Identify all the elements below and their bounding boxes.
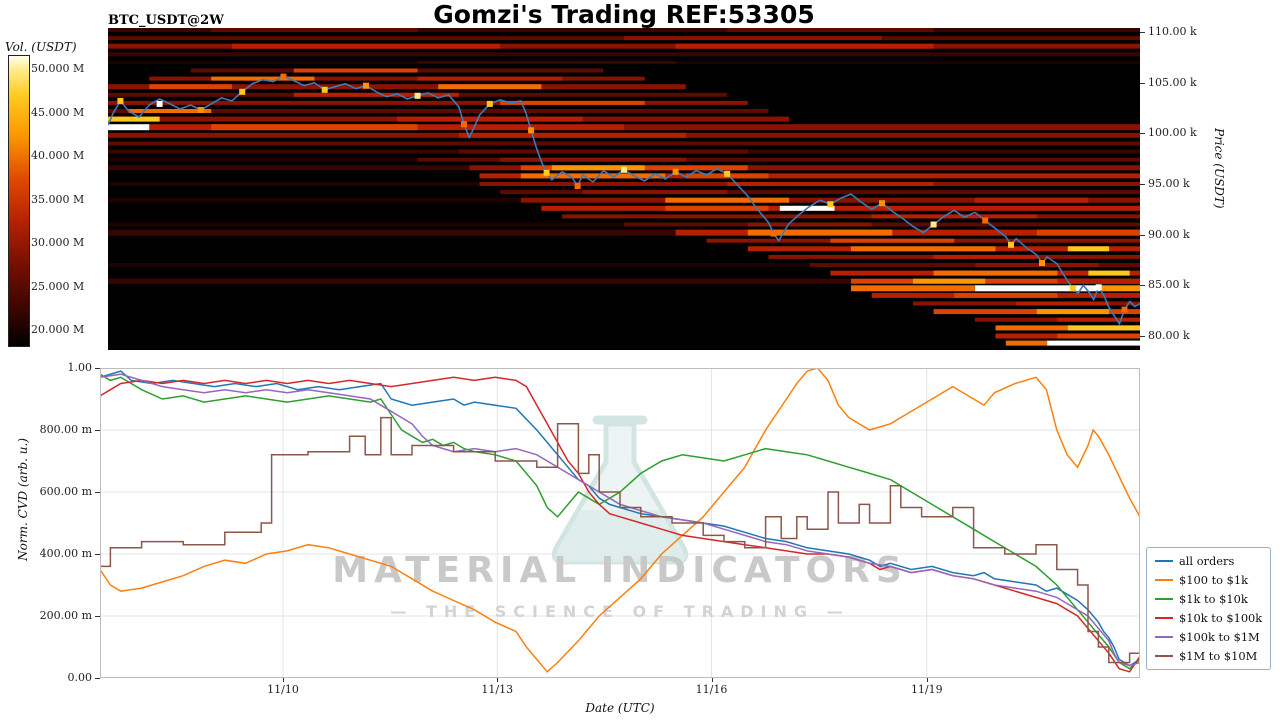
legend-item: $100 to $1k [1155,573,1262,587]
cvd-tick-mark [95,368,100,369]
colorbar-tick-label: 45.000 M [31,105,85,119]
legend-item: $1M to $10M [1155,649,1262,663]
price-tick-label: 80.00 k [1148,328,1190,342]
colorbar-title: Vol. (USDT) [5,40,77,54]
svg-text:MATERIAL INDICATORS: MATERIAL INDICATORS [332,550,908,591]
date-tick-label: 11/16 [695,683,728,696]
cvd-axis-title: Norm. CVD (arb. u.) [16,438,30,561]
date-tick-mark [283,678,285,682]
price-tick-label: 90.00 k [1148,227,1190,241]
legend-line-swatch [1155,636,1173,638]
price-tick-label: 110.00 k [1148,25,1197,38]
cvd-canvas: MATERIAL INDICATORS — THE SCIENCE OF TRAD… [100,368,1140,678]
cvd-tick-label: 0.00 [67,671,93,684]
colorbar-tick-label: 20.000 M [31,323,85,336]
cvd-tick-label: 800.00 m [39,423,92,436]
legend-label: $1M to $10M [1179,649,1258,663]
legend-item: $100k to $1M [1155,630,1262,644]
legend-label: $100k to $1M [1179,630,1260,644]
price-tick-mark [1140,32,1145,33]
price-axis-title: Price (USDT) [1212,128,1226,209]
cvd-tick-mark [95,616,100,617]
price-tick-mark [1140,335,1145,337]
date-tick-label: 11/13 [481,683,514,696]
cvd-tick-mark [95,678,100,679]
legend-line-swatch [1155,617,1173,619]
svg-text:— THE SCIENCE OF TRADING —: — THE SCIENCE OF TRADING — [390,602,849,621]
cvd-tick-mark [95,492,100,493]
colorbar-tick-label: 35.000 M [31,192,85,206]
cvd-tick-mark [95,430,100,431]
price-tick-mark [1140,183,1145,185]
legend-line-swatch [1155,560,1173,562]
legend-label: $100 to $1k [1179,573,1249,587]
date-tick-mark [497,678,499,682]
date-axis-title: Date (UTC) [585,701,655,715]
legend-line-swatch [1155,655,1173,657]
cvd-tick-label: 1.00 [67,361,93,374]
date-tick-mark [926,678,928,682]
price-tick-mark [1140,234,1145,236]
legend-line-swatch [1155,598,1173,600]
date-tick-label: 11/19 [910,683,943,696]
price-tick-label: 85.00 k [1148,278,1190,292]
price-tick-mark [1140,133,1145,135]
legend-label: $1k to $10k [1179,592,1248,606]
cvd-tick-label: 600.00 m [39,485,92,498]
legend-label: all orders [1179,554,1235,568]
legend-item: $10k to $100k [1155,611,1262,625]
symbol-label: BTC_USDT@2W [108,13,224,28]
legend: all orders $100 to $1k $1k to $10k $10k to … [1146,547,1272,670]
legend-label: $10k to $100k [1179,611,1263,625]
date-tick-label: 11/10 [267,683,299,696]
colorbar-tick-label: 25.000 M [31,279,85,293]
legend-item: all orders [1155,554,1262,568]
cvd-tick-label: 400.00 m [39,547,92,560]
price-tick-mark [1140,82,1145,84]
colorbar-tick-label: 50.000 M [31,62,85,75]
price-tick-label: 105.00 k [1148,75,1197,89]
legend-line-swatch [1155,579,1173,581]
price-tick-label: 100.00 k [1148,126,1197,140]
cvd-tick-mark [95,554,100,555]
legend-item: $1k to $10k [1155,592,1262,606]
chart-title: Gomzi's Trading REF:53305 [433,0,815,29]
colorbar-gradient [8,55,30,347]
colorbar-tick-label: 40.000 M [31,149,85,162]
cvd-tick-label: 200.00 m [39,609,92,622]
price-tick-label: 95.00 k [1148,176,1190,190]
price-tick-mark [1140,285,1145,287]
colorbar-tick-label: 30.000 M [31,236,85,249]
heatmap-canvas [108,28,1140,350]
date-tick-mark [711,678,713,682]
